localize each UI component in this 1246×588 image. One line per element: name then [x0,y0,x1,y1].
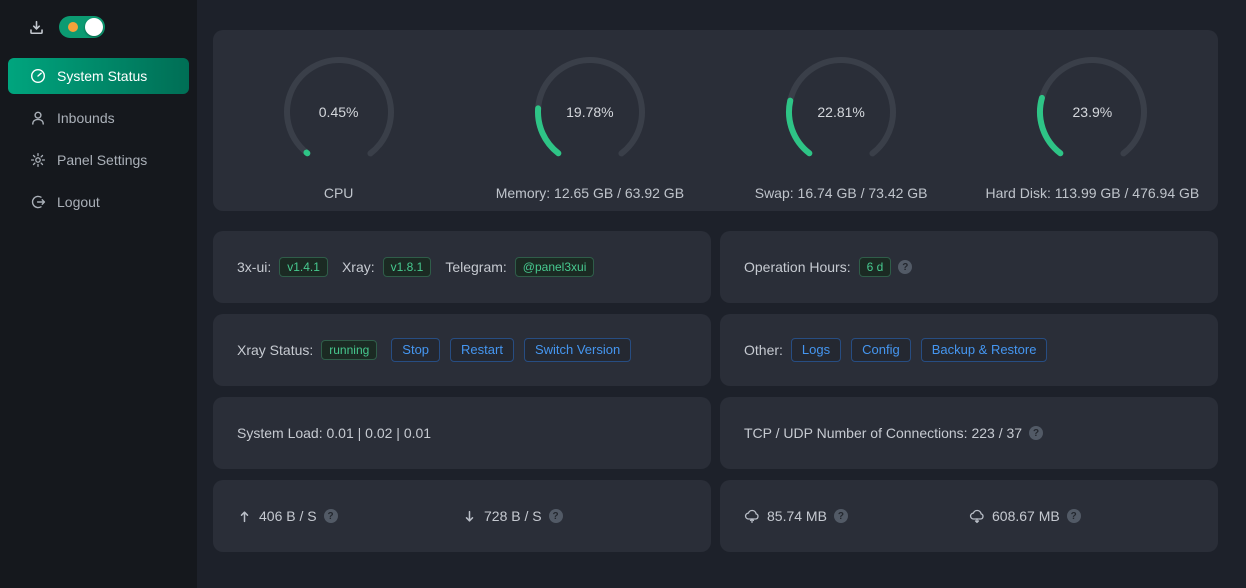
connections-text: TCP / UDP Number of Connections: 223 / 3… [744,425,1023,441]
operation-hours-card: Operation Hours: 6 d ? [720,231,1218,303]
xray-status-label: Xray Status: [237,342,314,358]
toggle-knob [85,18,103,36]
cloud-upload-icon [744,508,760,524]
user-icon [30,110,46,126]
upload-total-value: 85.74 MB [767,508,827,524]
cloud-download-icon [969,508,985,524]
system-load-card: System Load: 0.01 | 0.02 | 0.01 [213,397,711,469]
help-icon[interactable]: ? [323,509,338,523]
gauge-hard-disk: 23.9% Hard Disk: 113.99 GB / 476.94 GB [967,56,1218,211]
sidebar-item-logout[interactable]: Logout [8,184,189,220]
sidebar-top [0,12,197,52]
info-grid: 3x-ui: v1.4.1 Xray: v1.8.1 Telegram: @pa… [213,231,1218,552]
sidebar-item-label: Logout [57,194,100,210]
sidebar: System Status Inbounds Panel Settings Lo… [0,0,197,588]
xray-version-label: Xray: [341,259,375,275]
network-speed-card: 406 B / S ? 728 B / S ? [213,480,711,552]
system-load-text: System Load: 0.01 | 0.02 | 0.01 [237,425,432,441]
connections-card: TCP / UDP Number of Connections: 223 / 3… [720,397,1218,469]
backup-restore-button[interactable]: Backup & Restore [920,338,1048,362]
help-icon[interactable]: ? [833,509,848,523]
arrow-down-icon [462,509,477,524]
config-button[interactable]: Config [851,338,911,362]
stop-button[interactable]: Stop [391,338,441,362]
xray-status-tag: running [321,340,378,360]
help-icon[interactable]: ? [1029,426,1044,440]
telegram-label: Telegram: [445,259,507,275]
gauge-percent: 22.81% [817,104,865,120]
upload-speed-value: 406 B / S [259,508,317,524]
download-tray-icon [28,19,45,36]
arrow-up-icon [237,509,252,524]
sidebar-item-system-status[interactable]: System Status [8,58,189,94]
sidebar-item-label: Panel Settings [57,152,148,168]
other-label: Other: [744,342,783,358]
gauges-card: 0.45% CPU 19.78% Memory: 12.65 GB / 63.9… [213,30,1218,211]
operation-hours-label: Operation Hours: [744,259,851,275]
gauge-swap: 22.81% Swap: 16.74 GB / 73.42 GB [716,56,967,211]
gauge-label: Hard Disk: 113.99 GB / 476.94 GB [985,185,1200,201]
traffic-total-card: 85.74 MB ? 608.67 MB ? [720,480,1218,552]
gauge-percent: 0.45% [318,104,359,120]
logs-button[interactable]: Logs [790,338,842,362]
versions-card: 3x-ui: v1.4.1 Xray: v1.8.1 Telegram: @pa… [213,231,711,303]
switch-version-button[interactable]: Switch Version [523,338,632,362]
gauge-label: Memory: 12.65 GB / 63.92 GB [495,185,685,201]
sidebar-item-inbounds[interactable]: Inbounds [8,100,189,136]
telegram-tag[interactable]: @panel3xui [514,257,595,277]
theme-toggle[interactable] [59,16,105,38]
upload-total: 85.74 MB ? [744,508,969,524]
help-icon[interactable]: ? [548,509,563,523]
operation-hours-tag: 6 d [858,257,892,277]
download-speed-value: 728 B / S [484,508,542,524]
sidebar-item-label: System Status [57,68,148,84]
xray-status-card: Xray Status: running Stop Restart Switch… [213,314,711,386]
help-icon[interactable]: ? [1066,509,1081,523]
gauge-percent: 19.78% [566,104,614,120]
main-content: 0.45% CPU 19.78% Memory: 12.65 GB / 63.9… [197,0,1246,588]
gauge-percent: 23.9% [1072,104,1113,120]
download-total-value: 608.67 MB [992,508,1060,524]
download-total: 608.67 MB ? [969,508,1194,524]
download-speed: 728 B / S ? [462,508,687,524]
sidebar-item-label: Inbounds [57,110,115,126]
upload-speed: 406 B / S ? [237,508,462,524]
sun-icon [68,22,78,32]
xray-version-tag: v1.8.1 [382,257,432,277]
logout-icon [30,194,46,210]
gear-icon [30,152,46,168]
gauge-memory: 19.78% Memory: 12.65 GB / 63.92 GB [464,56,715,211]
sidebar-item-panel-settings[interactable]: Panel Settings [8,142,189,178]
xui-version-tag: v1.4.1 [279,257,328,277]
gauge-cpu: 0.45% CPU [213,56,464,211]
help-icon[interactable]: ? [898,260,913,274]
restart-button[interactable]: Restart [450,338,514,362]
dashboard-icon [30,68,46,84]
gauge-label: CPU [323,185,354,201]
other-card: Other: Logs Config Backup & Restore [720,314,1218,386]
xui-version-label: 3x-ui: [237,259,272,275]
gauge-label: Swap: 16.74 GB / 73.42 GB [754,185,928,201]
